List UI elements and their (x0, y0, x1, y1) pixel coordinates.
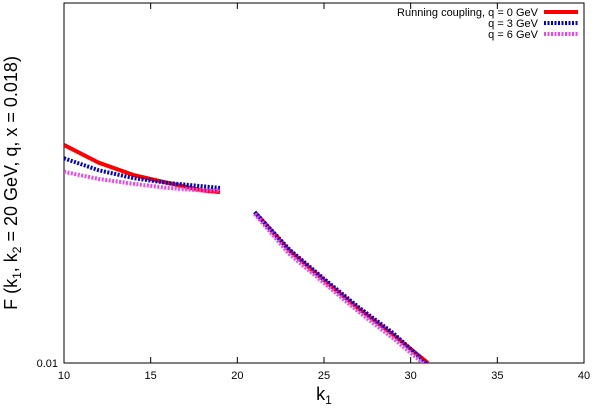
x-axis-label: k1 (316, 384, 332, 405)
x-tick-label: 15 (145, 370, 157, 382)
legend-label: q = 3 GeV (488, 18, 539, 30)
x-label-part: k (316, 384, 326, 404)
y-label-part: F (k (1, 278, 21, 310)
legend-label: Running coupling, q = 0 GeV (397, 7, 539, 19)
x-tick-label: 20 (231, 370, 243, 382)
y-label-sub: 1 (10, 272, 24, 279)
x-tick-label: 30 (405, 370, 417, 382)
y-label-part: = 20 GeV, q, x = 0.018) (1, 56, 21, 246)
y-tick-label: 0.01 (37, 358, 58, 370)
y-axis-label: F (k1, k2 = 20 GeV, q, x = 0.018) (1, 56, 24, 310)
x-tick-label: 35 (491, 370, 503, 382)
series-line (64, 169, 427, 363)
series-line (64, 156, 429, 363)
y-label-part: , k (1, 252, 21, 272)
x-tick-label: 10 (58, 370, 70, 382)
x-tick-label: 25 (318, 370, 330, 382)
y-label-sub: 2 (10, 246, 24, 253)
legend-label: q = 6 GeV (488, 29, 539, 41)
series-line (64, 143, 430, 363)
x-tick-label: 40 (578, 370, 590, 382)
x-label-sub: 1 (325, 393, 332, 405)
